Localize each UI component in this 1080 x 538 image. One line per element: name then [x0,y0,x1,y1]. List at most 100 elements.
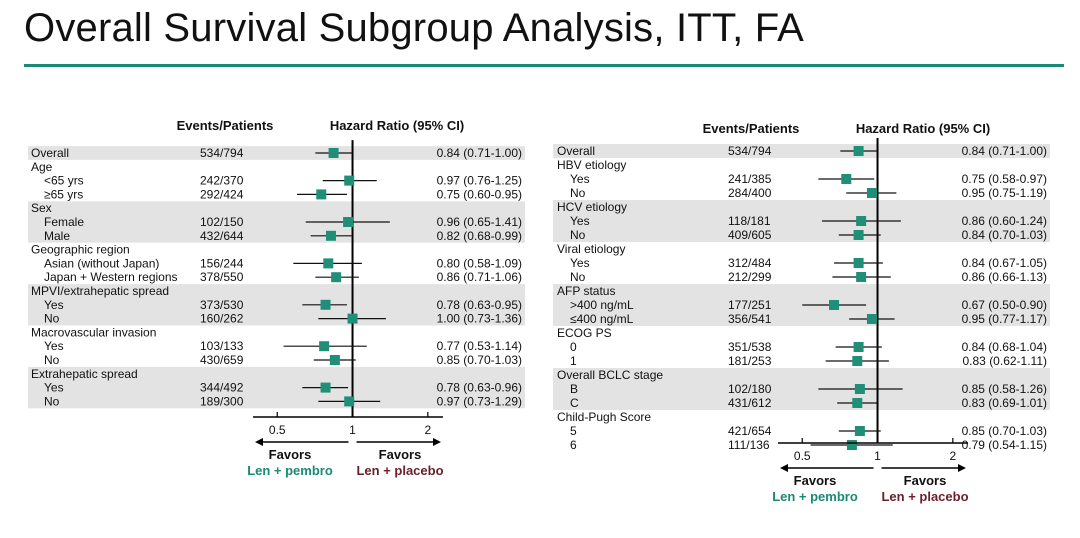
row-ci-text: 0.86 (0.66-1.13) [962,270,1047,284]
row-label: HCV etiology [557,200,627,214]
row-events: 111/136 [728,438,770,452]
row-label: Geographic region [31,243,130,257]
row-label: Yes [44,381,64,395]
hr-marker [846,440,857,450]
hr-marker [853,146,864,156]
row-label: Macrovascular invasion [31,325,156,339]
row-label: Female [44,215,84,229]
shaded-band [28,284,525,326]
favors-left-arrow-head [255,438,263,446]
row-events: 356/541 [728,312,772,326]
row-ci-text: 0.96 (0.65-1.41) [437,215,522,229]
row-events: 177/251 [728,298,772,312]
x-tick-label: 2 [949,449,956,463]
row-label: C [570,396,579,410]
favors-left-arrow-head [780,464,788,472]
x-tick-label: 0.5 [269,423,286,437]
row-events: 242/370 [200,174,244,188]
row-events: 102/180 [728,382,772,396]
row-ci-text: 0.84 (0.67-1.05) [962,256,1047,270]
row-label: Yes [570,172,590,186]
row-ci-text: 0.85 (0.70-1.03) [437,353,522,367]
row-label: HBV etiology [557,158,626,172]
row-events: 432/644 [200,229,244,243]
favors-right-line2: Len + placebo [881,489,968,504]
row-ci-text: 0.82 (0.68-0.99) [437,229,522,243]
row-label: 0 [570,340,577,354]
row-label: Yes [44,298,64,312]
favors-right-line2: Len + placebo [356,463,443,478]
row-label: AFP status [557,284,615,298]
row-label: Overall BCLC stage [557,368,663,382]
row-label: Age [31,160,53,174]
row-label: No [44,312,60,326]
hr-marker [344,396,355,407]
row-ci-text: 0.84 (0.71-1.00) [962,144,1047,158]
row-events: 181/253 [728,354,772,368]
hr-marker [316,189,327,200]
hr-marker [854,384,865,394]
hr-marker [320,299,331,310]
hr-marker [325,230,336,241]
shaded-band [28,366,525,409]
shaded-band [28,201,525,243]
row-label: No [570,186,586,200]
header-hazard-ratio: Hazard Ratio (95% CI) [856,121,990,136]
row-ci-text: 0.86 (0.60-1.24) [962,214,1047,228]
shaded-band [553,368,1050,410]
hr-marker [853,342,864,352]
hr-marker [852,398,863,408]
row-events: 534/794 [728,144,772,158]
row-ci-text: 0.79 (0.54-1.15) [962,438,1047,452]
hr-marker [344,175,355,186]
row-ci-text: 0.84 (0.71-1.00) [437,146,522,160]
row-label: Overall [31,146,69,160]
row-label: 1 [570,354,577,368]
row-label: ≤400 ng/mL [570,312,634,326]
row-label: 5 [570,424,577,438]
row-ci-text: 0.75 (0.58-0.97) [962,172,1047,186]
row-label: Japan + Western regions [44,270,178,284]
hr-marker [853,230,864,240]
row-label: No [44,353,60,367]
row-label: >400 ng/mL [570,298,634,312]
row-events: 102/150 [200,215,244,229]
row-label: Overall [557,144,595,158]
favors-right-line1: Favors [379,447,422,462]
hr-marker [854,426,865,436]
row-ci-text: 0.85 (0.58-1.26) [962,382,1047,396]
hr-marker [841,174,852,184]
row-label: Extrahepatic spread [31,367,138,381]
shaded-band [553,200,1050,242]
row-label: <65 yrs [44,174,84,188]
row-events: 292/424 [200,187,244,201]
row-ci-text: 0.80 (0.58-1.09) [437,256,522,270]
row-ci-text: 0.67 (0.50-0.90) [962,298,1047,312]
x-tick-label: 0.5 [794,449,811,463]
row-events: 409/605 [728,228,772,242]
hr-marker [852,356,863,366]
shaded-band [553,144,1050,158]
row-events: 312/484 [728,256,772,270]
title-underline [24,64,1064,67]
row-ci-text: 0.77 (0.53-1.14) [437,339,522,353]
row-label: No [44,394,60,408]
hr-marker [331,272,342,283]
row-events: 118/181 [728,214,771,228]
hr-marker [343,217,354,227]
hr-marker [829,300,840,310]
row-events: 421/654 [728,424,772,438]
x-tick-label: 1 [874,449,881,463]
row-ci-text: 0.95 (0.77-1.17) [962,312,1047,326]
hr-marker [856,216,867,226]
row-ci-text: 0.84 (0.68-1.04) [962,340,1047,354]
row-label: No [570,228,586,242]
row-events: 156/244 [200,256,244,270]
shaded-band [28,146,525,160]
row-label: Yes [570,214,590,228]
row-ci-text: 0.78 (0.63-0.96) [437,381,522,395]
row-label: MPVI/extrahepatic spread [31,284,169,298]
row-events: 189/300 [200,394,244,408]
